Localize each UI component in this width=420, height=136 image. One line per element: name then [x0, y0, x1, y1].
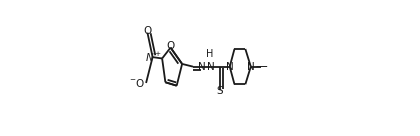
Text: H: H [206, 49, 213, 59]
Text: N: N [247, 62, 255, 72]
Text: $^{-}$O: $^{-}$O [129, 77, 145, 89]
Text: N: N [226, 62, 234, 72]
Text: O: O [143, 26, 152, 36]
Text: $N^+$: $N^+$ [144, 51, 162, 64]
Text: N: N [207, 62, 215, 72]
Text: O: O [166, 41, 175, 51]
Text: S: S [216, 86, 223, 96]
Text: N: N [198, 62, 206, 72]
Text: —: — [255, 60, 267, 73]
